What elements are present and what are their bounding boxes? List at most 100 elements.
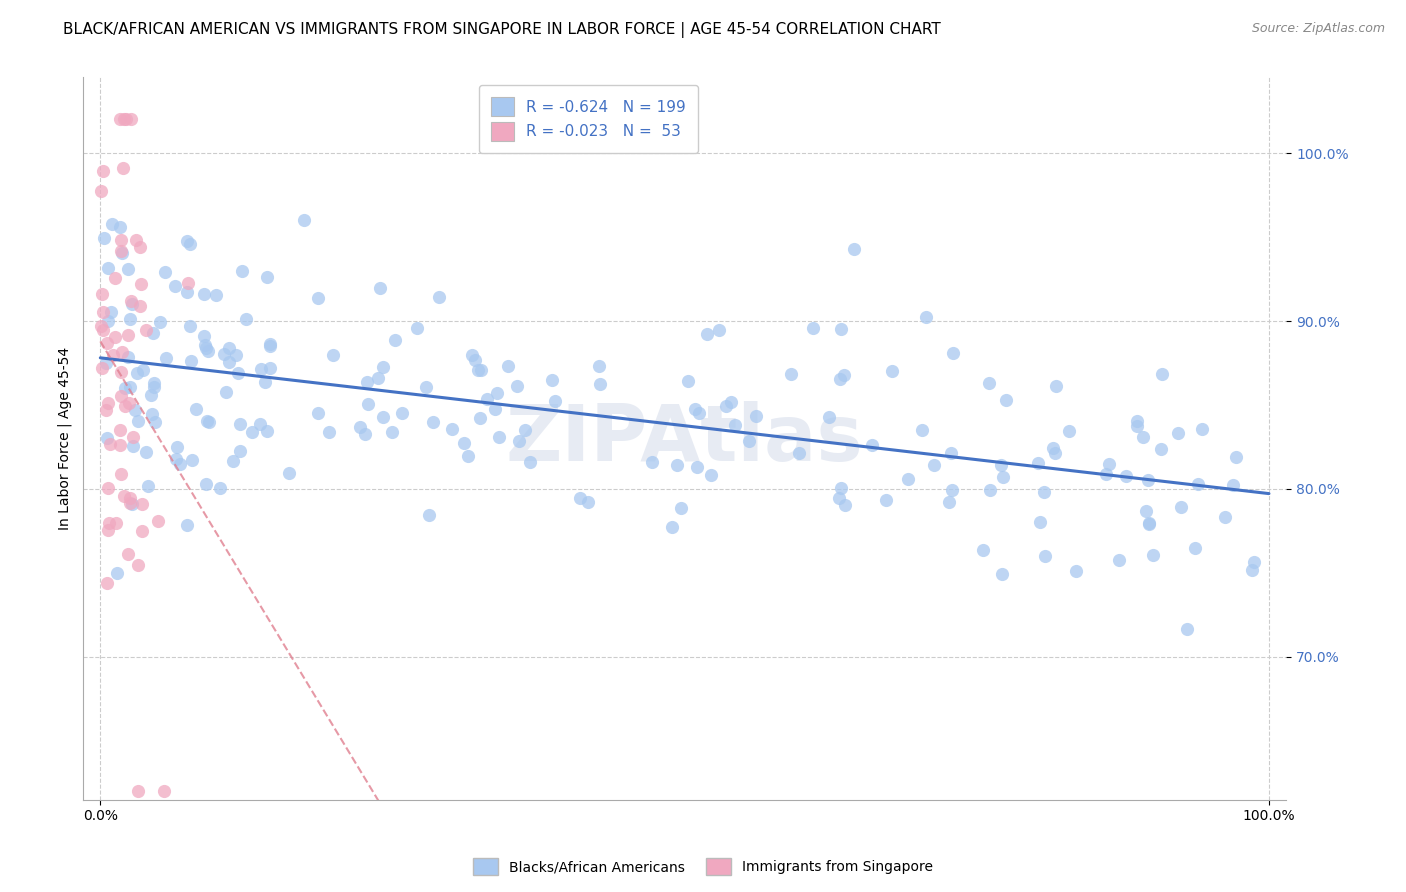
Point bbox=[229, 417, 252, 432]
Point bbox=[1137, 516, 1160, 530]
Point bbox=[990, 567, 1012, 582]
Point bbox=[686, 460, 709, 475]
Point bbox=[225, 348, 247, 362]
Point bbox=[475, 392, 498, 407]
Point bbox=[942, 346, 965, 360]
Point bbox=[1095, 467, 1118, 482]
Point bbox=[97, 481, 120, 495]
Point bbox=[787, 445, 810, 459]
Point bbox=[96, 575, 118, 590]
Point bbox=[100, 217, 122, 231]
Point bbox=[96, 336, 118, 351]
Point bbox=[250, 361, 273, 376]
Point bbox=[830, 371, 852, 385]
Point bbox=[882, 364, 904, 378]
Point bbox=[136, 479, 159, 493]
Point bbox=[259, 336, 281, 351]
Point bbox=[163, 279, 186, 293]
Point bbox=[830, 481, 852, 495]
Point bbox=[661, 520, 683, 534]
Point bbox=[515, 423, 537, 437]
Point bbox=[588, 359, 610, 373]
Point bbox=[1066, 564, 1088, 578]
Point bbox=[972, 542, 994, 557]
Point bbox=[194, 341, 217, 355]
Point bbox=[541, 373, 564, 387]
Point bbox=[911, 423, 934, 437]
Point bbox=[121, 439, 143, 453]
Point bbox=[688, 406, 710, 420]
Point bbox=[142, 376, 165, 390]
Point bbox=[231, 264, 253, 278]
Point bbox=[307, 291, 329, 305]
Point bbox=[93, 231, 115, 245]
Point bbox=[98, 436, 121, 450]
Point bbox=[110, 389, 132, 403]
Point bbox=[1187, 477, 1209, 491]
Point bbox=[198, 415, 221, 429]
Point bbox=[110, 467, 132, 481]
Point bbox=[1142, 548, 1164, 562]
Point bbox=[120, 112, 142, 127]
Point bbox=[90, 185, 112, 199]
Point bbox=[180, 354, 202, 368]
Point bbox=[738, 434, 761, 448]
Point bbox=[1026, 457, 1049, 471]
Point bbox=[128, 240, 150, 254]
Point bbox=[108, 438, 131, 452]
Point bbox=[292, 212, 315, 227]
Point bbox=[117, 350, 139, 364]
Point bbox=[93, 164, 115, 178]
Point bbox=[696, 327, 718, 342]
Point bbox=[318, 425, 340, 439]
Point bbox=[143, 415, 166, 429]
Point bbox=[131, 524, 153, 538]
Point bbox=[214, 347, 236, 361]
Point bbox=[97, 516, 120, 530]
Point bbox=[118, 491, 141, 506]
Point bbox=[875, 492, 897, 507]
Point bbox=[422, 415, 444, 429]
Point bbox=[979, 483, 1001, 497]
Point bbox=[101, 348, 124, 362]
Point bbox=[349, 419, 371, 434]
Point bbox=[141, 388, 163, 402]
Point bbox=[381, 425, 404, 439]
Point bbox=[91, 286, 114, 301]
Point bbox=[104, 516, 127, 531]
Point bbox=[256, 424, 278, 438]
Point bbox=[1132, 430, 1154, 444]
Point bbox=[418, 508, 440, 522]
Point bbox=[508, 434, 530, 448]
Point bbox=[683, 402, 706, 417]
Point bbox=[1136, 474, 1159, 488]
Point bbox=[127, 414, 149, 428]
Point bbox=[215, 385, 238, 400]
Point bbox=[589, 377, 612, 392]
Point bbox=[132, 363, 155, 377]
Point bbox=[114, 381, 136, 395]
Point bbox=[860, 438, 883, 452]
Text: BLACK/AFRICAN AMERICAN VS IMMIGRANTS FROM SINGAPORE IN LABOR FORCE | AGE 45-54 C: BLACK/AFRICAN AMERICAN VS IMMIGRANTS FRO… bbox=[63, 22, 941, 38]
Point bbox=[470, 411, 492, 425]
Point bbox=[830, 322, 852, 336]
Point bbox=[488, 430, 510, 444]
Point bbox=[218, 341, 240, 355]
Legend: Blacks/African Americans, Immigrants from Singapore: Blacks/African Americans, Immigrants fro… bbox=[467, 853, 939, 880]
Point bbox=[121, 297, 143, 311]
Point bbox=[229, 443, 252, 458]
Point bbox=[118, 395, 141, 409]
Point bbox=[176, 234, 198, 248]
Point bbox=[1045, 378, 1067, 392]
Point bbox=[124, 403, 146, 417]
Point bbox=[193, 287, 215, 301]
Point bbox=[671, 501, 693, 516]
Point bbox=[470, 363, 492, 377]
Point bbox=[142, 380, 165, 394]
Point bbox=[97, 523, 120, 537]
Point bbox=[357, 397, 380, 411]
Point bbox=[111, 344, 134, 359]
Point bbox=[457, 449, 479, 463]
Point bbox=[415, 380, 437, 394]
Point bbox=[131, 277, 153, 291]
